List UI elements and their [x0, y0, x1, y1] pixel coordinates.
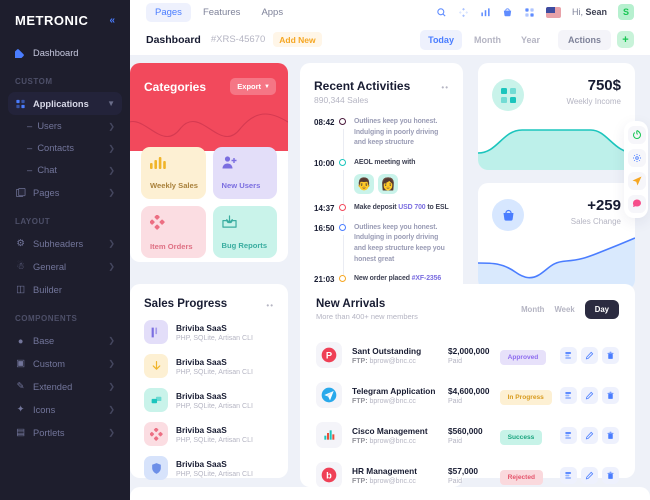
svg-text:b: b — [326, 470, 332, 480]
svg-text:P: P — [326, 350, 332, 360]
